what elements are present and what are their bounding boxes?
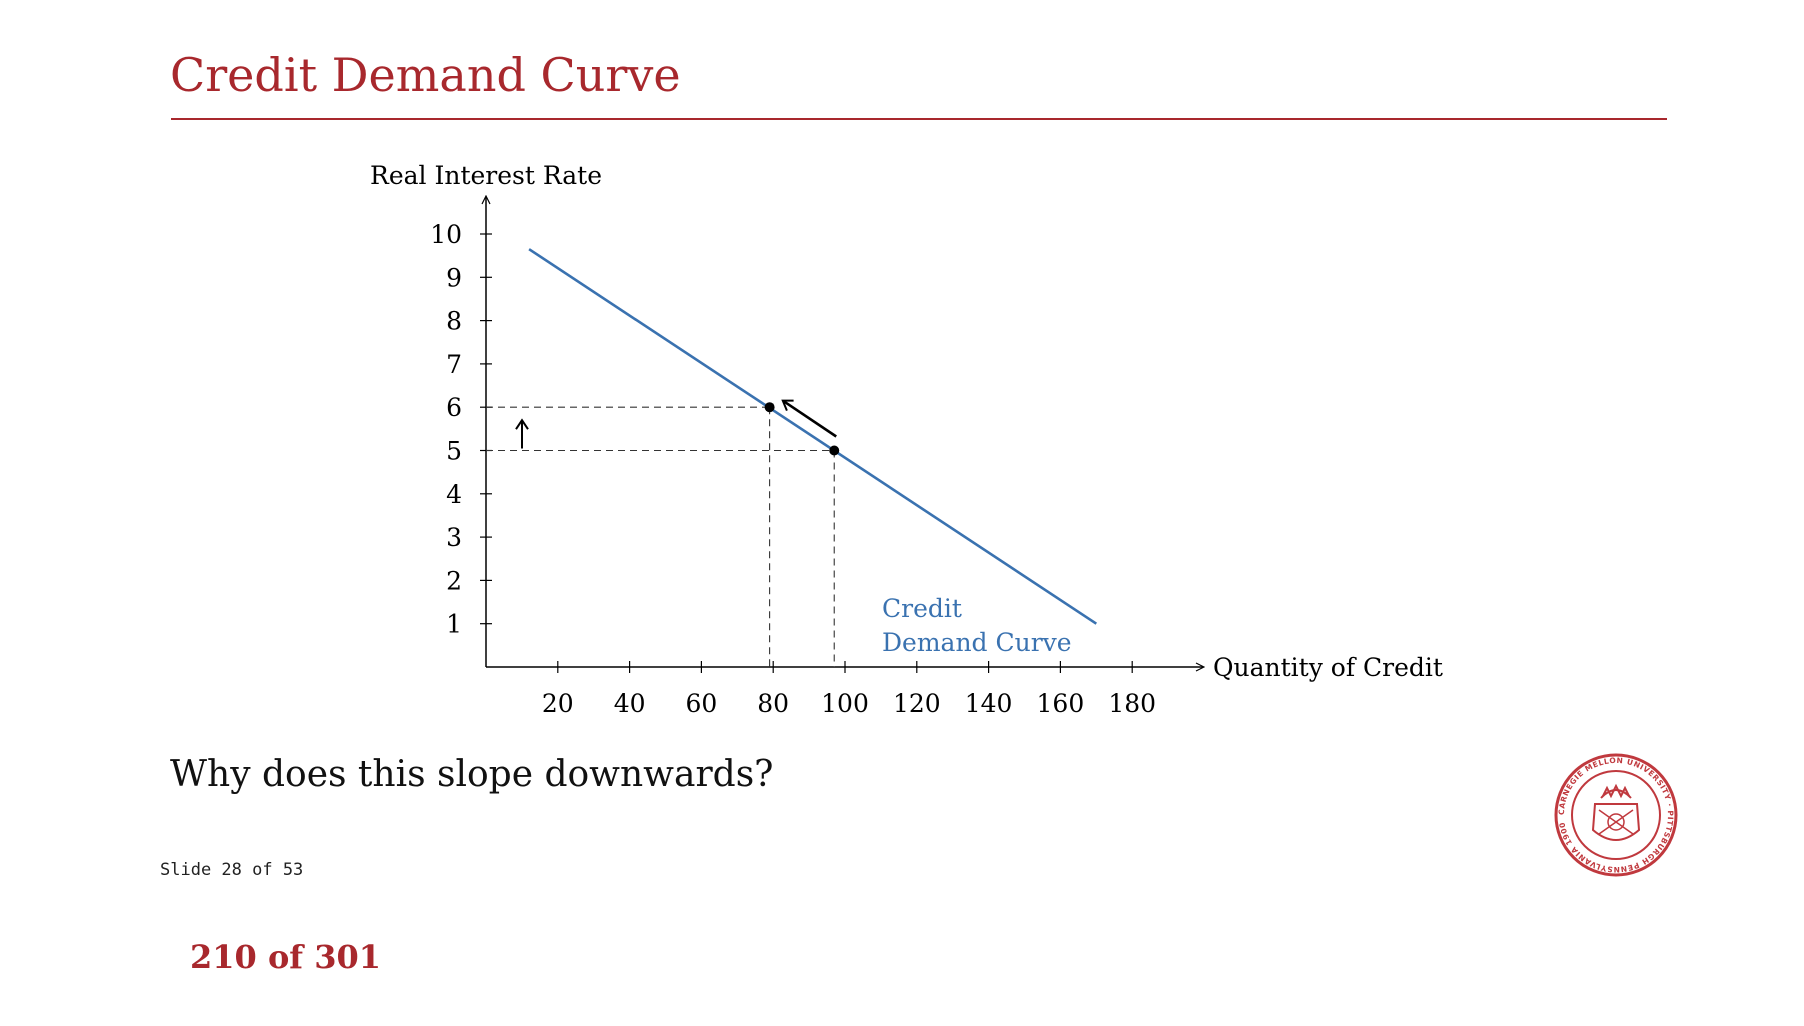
y-axis-label: Real Interest Rate <box>370 161 602 190</box>
y-tick-label: 2 <box>446 566 462 595</box>
title-underline <box>171 118 1667 120</box>
slide-counter: Slide 28 of 53 <box>160 860 304 880</box>
x-axis-label: Quantity of Credit <box>1213 653 1443 682</box>
movement-arrow <box>781 399 837 438</box>
x-tick-label: 180 <box>1108 689 1156 718</box>
slide-question: Why does this slope downwards? <box>170 754 774 795</box>
data-point <box>829 445 840 456</box>
x-tick-label: 40 <box>614 689 646 718</box>
y-tick-label: 1 <box>446 610 462 639</box>
x-tick-label: 120 <box>893 689 941 718</box>
y-tick-label: 4 <box>446 480 462 509</box>
y-tick-label: 10 <box>430 220 462 249</box>
x-tick-label: 60 <box>685 689 717 718</box>
x-tick-label: 140 <box>965 689 1013 718</box>
y-tick-label: 6 <box>446 393 462 422</box>
seal-text: CARNEGIE MELLON UNIVERSITY · PITTSBURGH … <box>1557 756 1675 874</box>
svg-text:CARNEGIE MELLON UNIVERSITY · P: CARNEGIE MELLON UNIVERSITY · PITTSBURGH … <box>1557 756 1675 874</box>
x-tick-label: 160 <box>1037 689 1085 718</box>
data-point <box>764 402 775 413</box>
y-tick-label: 8 <box>446 307 462 336</box>
x-tick-label: 100 <box>821 689 869 718</box>
y-tick-label: 5 <box>446 437 462 466</box>
series-label-line: Demand Curve <box>882 628 1072 657</box>
page-counter: 210 of 301 <box>190 938 381 976</box>
slide-title: Credit Demand Curve <box>170 48 681 102</box>
series-label-line: Credit <box>882 594 962 623</box>
y-tick-label: 3 <box>446 523 462 552</box>
x-tick-label: 20 <box>542 689 574 718</box>
series-label: Credit Demand Curve <box>882 594 1072 657</box>
carnegie-mellon-seal-icon: CARNEGIE MELLON UNIVERSITY · PITTSBURGH … <box>1554 753 1678 877</box>
x-tick-label: 80 <box>757 689 789 718</box>
y-tick-label: 7 <box>446 350 462 379</box>
demand-curve-line <box>528 248 1098 625</box>
y-tick-label: 9 <box>446 263 462 292</box>
